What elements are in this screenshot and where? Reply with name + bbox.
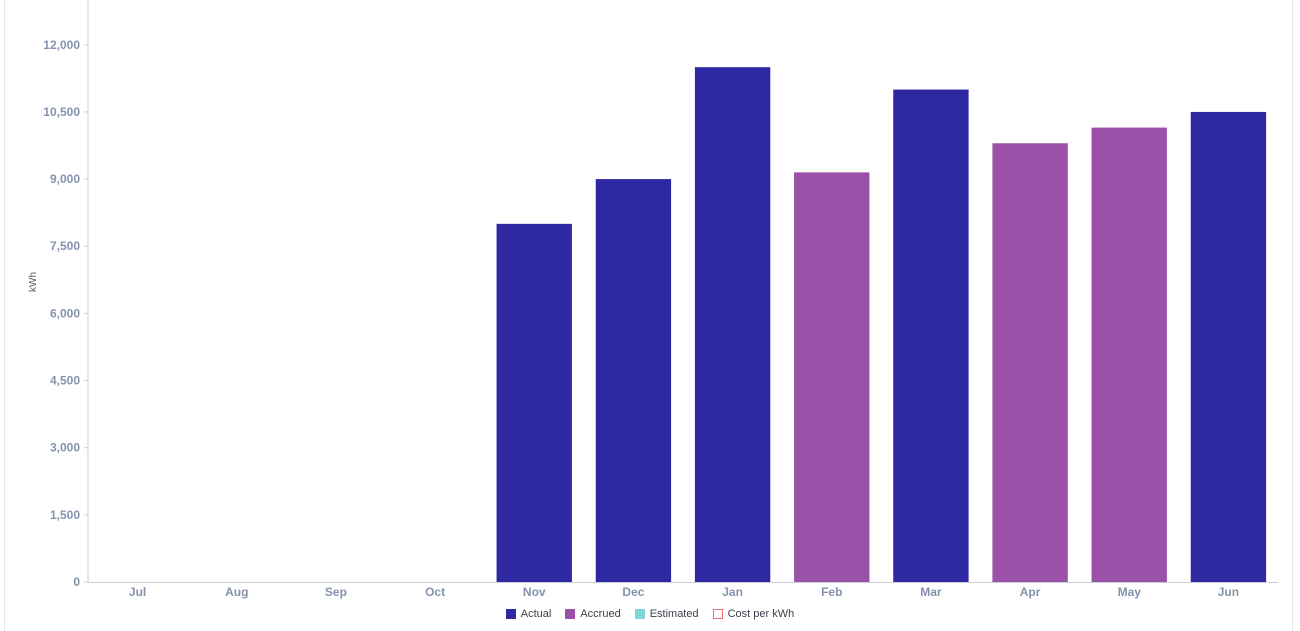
legend-label: Actual: [520, 608, 552, 620]
legend-label: Estimated: [649, 608, 699, 620]
x-tick-label: Mar: [920, 585, 942, 599]
legend-swatch: [505, 609, 516, 619]
x-tick-label: Dec: [622, 585, 644, 599]
y-axis-ticks: 0 1,500 3,000 4,500 6,000 7,500 9,000 10,500 12,…: [43, 38, 88, 589]
x-tick-label: May: [1118, 585, 1142, 599]
x-axis-ticks: Jul Aug Sep Oct Nov Dec Jan Feb Mar Apr May Jun: [129, 585, 1239, 599]
x-tick-label: Apr: [1020, 585, 1041, 599]
bars: [496, 67, 1267, 583]
x-tick-label: Nov: [523, 585, 546, 599]
legend-item-estimated[interactable]: Estimated: [634, 608, 699, 620]
legend-swatch: [565, 609, 576, 619]
bar-dec[interactable]: [595, 179, 672, 583]
bar-mar[interactable]: [893, 89, 969, 583]
x-tick-label: Jan: [722, 585, 743, 599]
legend-swatch: [634, 609, 645, 619]
bar-chart: kWh 0 1,500 3,000 4,500 6,000 7,500 9,000 10,50…: [28, 0, 1278, 599]
y-tick-label: 1,500: [50, 508, 80, 522]
y-axis-label: kWh: [28, 272, 39, 292]
legend-label: Accrued: [580, 608, 621, 620]
y-tick-label: 3,000: [50, 441, 80, 455]
bar-jun[interactable]: [1190, 111, 1267, 582]
bar-jan[interactable]: [694, 67, 771, 582]
x-tick-label: Oct: [425, 585, 445, 599]
legend-item-accrued[interactable]: Accrued: [565, 608, 621, 620]
x-tick-label: Jul: [129, 585, 146, 599]
x-tick-label: Sep: [325, 585, 347, 599]
y-tick-label: 0: [73, 575, 80, 589]
bar-feb[interactable]: [794, 172, 870, 582]
legend-label: Cost per kWh: [727, 608, 795, 620]
legend: Actual Accrued Estimated Cost per kWh: [0, 608, 1300, 620]
y-tick-label: 7,500: [50, 239, 80, 253]
y-tick-label: 4,500: [50, 374, 80, 388]
legend-swatch: [712, 609, 723, 619]
x-tick-label: Feb: [821, 585, 842, 599]
y-tick-label: 6,000: [50, 306, 80, 320]
x-tick-label: Aug: [225, 585, 248, 599]
chart-panel: [4, 0, 1293, 631]
bar-apr[interactable]: [992, 143, 1068, 582]
bar-may[interactable]: [1091, 127, 1167, 582]
y-tick-label: 12,000: [43, 38, 80, 52]
legend-item-cost-per-kwh[interactable]: Cost per kWh: [712, 608, 795, 620]
y-tick-label: 9,000: [50, 172, 80, 186]
bar-nov[interactable]: [496, 223, 572, 582]
x-tick-label: Jun: [1218, 585, 1239, 599]
y-tick-label: 10,500: [43, 105, 80, 119]
axes: [87, 0, 1278, 583]
legend-item-actual[interactable]: Actual: [505, 608, 552, 620]
